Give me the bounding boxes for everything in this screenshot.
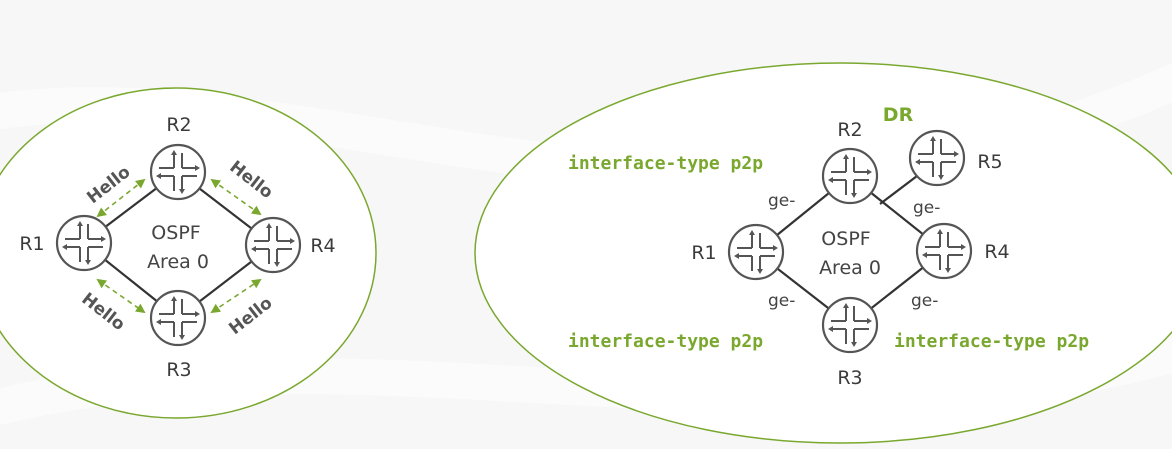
- interface-command-top: interface-type p2p: [568, 153, 763, 174]
- hello-arrow-r2-r4: [210, 178, 262, 216]
- router-icon: [149, 289, 207, 347]
- router-label-r3: R3: [837, 367, 862, 389]
- router-label-r2: R2: [837, 119, 862, 141]
- area-name-left: OSPF: [151, 222, 200, 244]
- hello-arrow-r3-r4: [210, 278, 262, 314]
- interface-command-bottom-left: interface-type p2p: [568, 331, 763, 352]
- area-id-right: Area 0: [819, 257, 881, 279]
- interface-command-bottom-right: interface-type p2p: [894, 331, 1089, 352]
- router-icon: [908, 129, 966, 187]
- router-icon: [915, 222, 973, 280]
- router-label-r4: R4: [310, 235, 335, 257]
- router-icon: [55, 214, 113, 272]
- router-label-r2: R2: [166, 114, 191, 136]
- right-area: R1 R2 R3 R4 R5 DR OSPF Area 0 ge- ge- ge…: [474, 62, 1172, 444]
- router-icon: [821, 296, 879, 354]
- hello-arrow-r1-r3: [96, 278, 146, 314]
- left-area: Hello Hello Hello Hello R1 R2 R3 R4 OSPF…: [0, 87, 377, 419]
- area-name-right: OSPF: [821, 228, 870, 250]
- router-label-r1: R1: [691, 242, 716, 264]
- router-label-r3: R3: [166, 359, 191, 381]
- router-icon: [727, 223, 785, 281]
- port-label-r1-r2: ge-: [768, 191, 795, 211]
- port-label-r1-r3: ge-: [768, 291, 795, 311]
- right-area-boundary: [474, 62, 1172, 444]
- router-icon: [244, 216, 302, 274]
- router-label-r5: R5: [977, 151, 1002, 173]
- link-r2-r5: [879, 175, 918, 205]
- router-label-r1: R1: [19, 233, 44, 255]
- router-icon: [149, 143, 207, 201]
- area-id-left: Area 0: [147, 251, 209, 273]
- hello-arrow-r1-r2: [96, 178, 146, 218]
- port-label-r3-r4: ge-: [911, 291, 938, 311]
- router-label-r4: R4: [984, 241, 1009, 263]
- dr-label: DR: [883, 104, 914, 126]
- router-icon: [821, 147, 879, 205]
- port-label-r2-r4: ge-: [913, 198, 940, 218]
- left-area-boundary: [0, 87, 377, 419]
